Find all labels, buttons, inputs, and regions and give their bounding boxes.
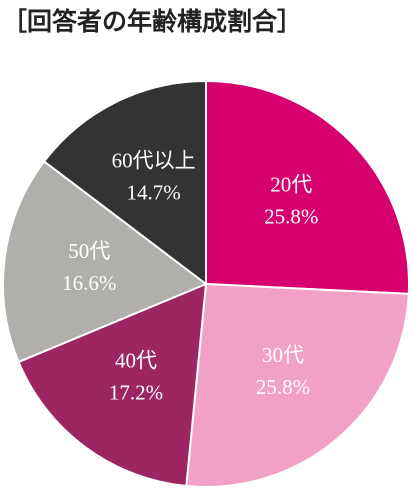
slice-label: 40代 <box>115 348 157 372</box>
pie-slice <box>185 282 410 488</box>
pie-slice <box>2 160 208 364</box>
pie-slice <box>42 79 207 287</box>
pie-slice <box>17 282 208 488</box>
value-label: 25.8% <box>256 375 310 399</box>
chart-title: ［回答者の年齢構成割合］ <box>2 7 302 36</box>
slice-label: 30代 <box>262 343 304 367</box>
value-label: 17.2% <box>109 380 163 404</box>
pie-slice <box>205 79 410 295</box>
slice-label: 50代 <box>68 239 110 263</box>
value-label: 14.7% <box>126 180 180 204</box>
value-label: 25.8% <box>264 205 318 229</box>
pie: 20代 25.8% 30代 25.8% 40代 17.2% 50代 16.6% 60代以上 14.… <box>2 79 410 488</box>
value-label: 16.6% <box>62 271 116 295</box>
slice-label: 20代 <box>270 173 312 197</box>
slice-label: 60代以上 <box>112 148 196 172</box>
